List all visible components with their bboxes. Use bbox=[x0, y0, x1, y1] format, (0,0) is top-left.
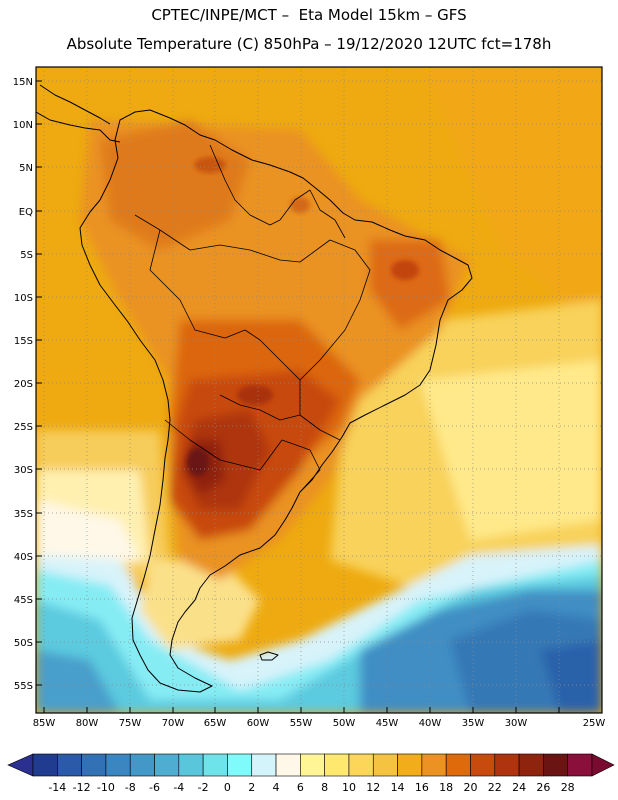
legend-swatch bbox=[32, 753, 58, 777]
lat-label: 25S bbox=[14, 422, 33, 433]
lat-label: 45S bbox=[14, 595, 33, 606]
lon-label: 40W bbox=[419, 718, 442, 729]
lon-label: 75W bbox=[119, 718, 142, 729]
lat-label: 20S bbox=[14, 379, 33, 390]
lat-label: 55S bbox=[14, 681, 33, 692]
central-america-coastline bbox=[36, 84, 121, 143]
lon-label: 35W bbox=[462, 718, 485, 729]
lat-label: 10N bbox=[13, 120, 33, 131]
legend-label: 6 bbox=[297, 781, 304, 794]
title-line-2: Absolute Temperature (C) 850hPa – 19/12/… bbox=[66, 35, 552, 53]
legend-label: 24 bbox=[512, 781, 526, 794]
legend-swatch bbox=[567, 753, 593, 777]
lat-label: 5N bbox=[19, 163, 33, 174]
lon-label: 60W bbox=[247, 718, 270, 729]
legend-label: 18 bbox=[439, 781, 453, 794]
lon-label: 85W bbox=[33, 718, 56, 729]
legend-label: 22 bbox=[488, 781, 502, 794]
legend-swatch bbox=[324, 753, 350, 777]
legend-label: -2 bbox=[198, 781, 209, 794]
legend-swatch bbox=[129, 753, 155, 777]
legend-swatch bbox=[178, 753, 204, 777]
legend-label: 0 bbox=[224, 781, 231, 794]
legend-overflow-arrow bbox=[591, 753, 615, 777]
legend-swatch bbox=[300, 753, 325, 777]
legend-swatch bbox=[397, 753, 423, 777]
legend-swatch bbox=[543, 753, 568, 777]
color-legend: -14 -12 -10 -8 -6 -4 -2 0 2 4 6 8 10 12 14 16 18 20 22 24 26… bbox=[7, 753, 615, 794]
longitude-labels: 85W 80W 75W 70W 65W 60W 55W 50W 45W 40W … bbox=[33, 718, 606, 729]
legend-label: -8 bbox=[125, 781, 136, 794]
lon-label: 55W bbox=[290, 718, 313, 729]
lat-label: EQ bbox=[19, 207, 33, 218]
plot-frame bbox=[35, 66, 603, 714]
title-line-1: CPTEC/INPE/MCT – Eta Model 15km – GFS bbox=[151, 6, 467, 24]
legend-swatch bbox=[105, 753, 131, 777]
legend-label: 26 bbox=[536, 781, 550, 794]
lon-label: 50W bbox=[333, 718, 356, 729]
legend-swatch bbox=[57, 753, 82, 777]
lat-label: 35S bbox=[14, 509, 33, 520]
lon-label: 65W bbox=[204, 718, 227, 729]
legend-label: -10 bbox=[97, 781, 115, 794]
legend-label: 14 bbox=[391, 781, 405, 794]
lat-label: 5S bbox=[20, 250, 33, 261]
south-america-coastline bbox=[79, 109, 473, 693]
falkland-islands bbox=[259, 651, 279, 661]
legend-label: 4 bbox=[273, 781, 280, 794]
legend-swatch bbox=[518, 753, 544, 777]
legend-underflow-arrow bbox=[7, 753, 34, 777]
legend-swatch bbox=[154, 753, 180, 777]
country-borders bbox=[134, 144, 371, 493]
legend-swatch bbox=[81, 753, 107, 777]
temperature-field bbox=[36, 67, 602, 713]
legend-swatch bbox=[202, 753, 228, 777]
legend-swatch bbox=[445, 753, 471, 777]
legend-label: -12 bbox=[73, 781, 91, 794]
lon-label: 30W bbox=[505, 718, 528, 729]
legend-label: 12 bbox=[366, 781, 380, 794]
legend-label: -6 bbox=[149, 781, 160, 794]
legend-swatch bbox=[251, 753, 277, 777]
lat-label: 15N bbox=[13, 77, 33, 88]
legend-swatch bbox=[470, 753, 496, 777]
legend-swatch bbox=[348, 753, 374, 777]
legend-label: 10 bbox=[342, 781, 356, 794]
lat-label: 10S bbox=[14, 293, 33, 304]
lon-label: 70W bbox=[162, 718, 185, 729]
lat-label: 15S bbox=[14, 336, 33, 347]
legend-label: 20 bbox=[463, 781, 477, 794]
lon-label: 25W bbox=[583, 718, 606, 729]
legend-label: -14 bbox=[48, 781, 66, 794]
lat-label: 40S bbox=[14, 552, 33, 563]
legend-swatch bbox=[421, 753, 447, 777]
lat-label: 50S bbox=[14, 638, 33, 649]
legend-label: 2 bbox=[248, 781, 255, 794]
legend-swatch bbox=[372, 753, 398, 777]
legend-label: 16 bbox=[415, 781, 429, 794]
legend-label: 28 bbox=[561, 781, 575, 794]
lon-label: 80W bbox=[76, 718, 99, 729]
legend-swatch bbox=[227, 753, 253, 777]
latitude-labels: 15N 10N 5N EQ 5S 10S 15S 20S 25S 30S 35S… bbox=[13, 77, 33, 692]
legend-swatch bbox=[275, 753, 301, 777]
legend-label: 8 bbox=[321, 781, 328, 794]
lon-label: 45W bbox=[376, 718, 399, 729]
legend-swatch bbox=[494, 753, 520, 777]
legend-label: -4 bbox=[173, 781, 184, 794]
lat-label: 30S bbox=[14, 465, 33, 476]
